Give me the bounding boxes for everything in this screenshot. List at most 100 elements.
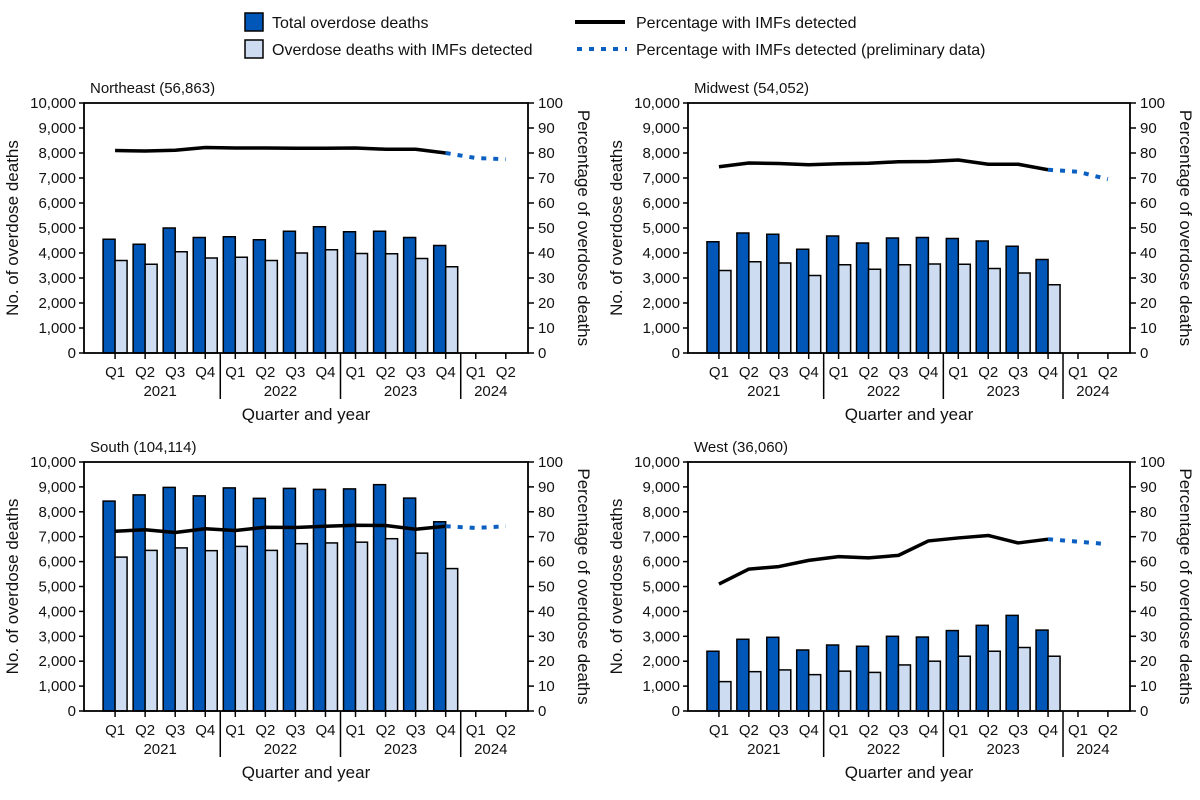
y-tick-label: 5,000 [642,579,680,596]
bar-imf [444,567,459,712]
bar-total [975,624,989,712]
x-tick-label: Q2 [135,722,155,739]
y2-tick-label: 70 [1140,529,1157,546]
x-tick-label: Q3 [406,722,426,739]
bar-imf [354,252,369,354]
bar-imf [144,263,158,354]
x-tick-label: Q1 [829,364,849,381]
x-year-label: 2024 [1076,741,1109,758]
x-tick-label: Q4 [436,364,456,381]
x-axis-title: Quarter and year [242,763,371,782]
bar-imf [204,549,218,712]
bar-total [432,244,447,354]
legend-label-pct-prelim: Percentage with IMFs detected (prelimina… [636,42,985,59]
x-axis-title: Quarter and year [242,405,371,424]
x-tick-label: Q2 [859,722,879,739]
y-tick-label: 7,000 [38,529,76,546]
x-tick-label: Q2 [978,364,998,381]
x-year-label: 2022 [264,741,297,758]
y2-tick-label: 10 [538,678,555,695]
x-tick-label: Q3 [285,722,305,739]
bar-imf [807,673,822,712]
y2-tick-label: 50 [538,220,555,237]
y2-tick-label: 90 [1140,120,1157,137]
x-year-label: 2024 [474,383,507,400]
y-tick-label: 8,000 [642,504,680,521]
y2-axis-title: Percentage of overdose deaths [574,110,593,346]
bar-imf [957,655,972,712]
bar-imf [867,268,882,354]
y2-tick-label: 20 [1140,653,1157,670]
y-tick-label: 4,000 [642,603,680,620]
legend-swatch-total [244,12,264,32]
bar-total [252,497,267,712]
y-tick-label: 0 [672,345,680,362]
x-tick-label: Q2 [135,364,155,381]
x-tick-label: Q1 [346,722,366,739]
bar-imf [114,556,128,712]
bar-imf [174,547,188,712]
line-pct-imf [718,533,1049,586]
y-tick-label: 5,000 [38,579,76,596]
x-tick-label: Q3 [1008,722,1028,739]
y2-tick-label: 60 [538,195,555,212]
x-tick-label: Q1 [1068,722,1088,739]
x-tick-label: Q3 [406,364,426,381]
y-tick-label: 9,000 [642,120,680,137]
y-tick-label: 10,000 [634,454,680,471]
y-tick-label: 3,000 [642,628,680,645]
bar-imf [778,262,792,354]
bar-imf [987,650,1001,712]
bar-total [102,500,116,712]
bar-total [766,233,780,354]
y2-tick-label: 10 [538,320,555,337]
y2-axis-title: Percentage of overdose deaths [1176,468,1195,704]
y2-tick-label: 100 [538,95,563,112]
x-tick-label: Q2 [376,364,396,381]
x-tick-label: Q4 [315,364,335,381]
bar-imf [144,549,158,712]
x-year-label: 2022 [264,383,297,400]
bar-total [736,638,750,712]
y2-tick-label: 60 [1140,554,1157,571]
x-tick-label: Q2 [978,722,998,739]
y2-tick-label: 40 [1140,603,1157,620]
bar-imf [354,541,369,712]
bar-total [1005,614,1019,712]
bar-imf [1017,646,1031,712]
x-year-label: 2023 [384,383,417,400]
x-year-label: 2022 [867,383,900,400]
bar-imf [1047,284,1061,354]
bar-imf [264,549,279,712]
chart-panel: Midwest (54,052) 0 1,000 2,000 3,000 4,000 5,0… [607,80,1195,424]
y-tick-label: 1,000 [38,320,76,337]
y-tick-label: 3,000 [38,628,76,645]
y-tick-label: 6,000 [38,554,76,571]
bar-imf [414,257,429,354]
bar-imf [957,263,972,354]
y2-axis-title: Percentage of overdose deaths [1176,110,1195,346]
bar-imf [234,545,249,712]
x-tick-label: Q1 [829,722,849,739]
bar-total [222,236,237,354]
x-tick-label: Q2 [376,722,396,739]
bar-total [102,238,116,354]
y-tick-label: 5,000 [38,220,76,237]
x-tick-label: Q1 [105,364,125,381]
bar-imf [867,671,882,712]
chart-panel: Northeast (56,863) 0 1,000 2,000 3,000 4,000 5… [3,80,593,424]
bar-imf [414,552,429,712]
bar-total [915,636,930,712]
y-tick-label: 7,000 [38,170,76,187]
line-pct-imf-preliminary [445,524,506,530]
bar-total [915,236,930,354]
y-axis-title: No. of overdose deaths [3,499,22,675]
x-tick-label: Q2 [496,364,516,381]
y2-tick-label: 10 [1140,320,1157,337]
bar-imf [324,542,339,712]
y-tick-label: 9,000 [38,120,76,137]
x-tick-label: Q3 [769,722,789,739]
y-tick-label: 4,000 [642,245,680,262]
y2-tick-label: 30 [538,628,555,645]
bar-total [132,494,146,712]
